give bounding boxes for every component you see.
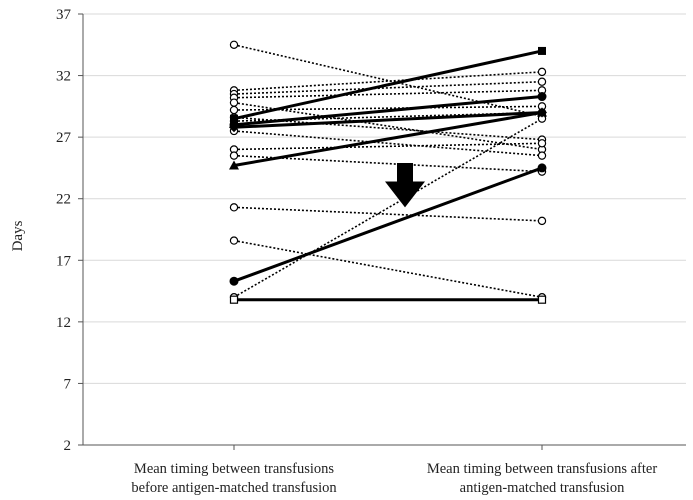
series-line-9 <box>233 142 543 151</box>
point-14-0 <box>230 114 238 123</box>
y-tick-label-7: 37 <box>56 7 72 23</box>
gridlines <box>83 13 686 384</box>
y-tick-label-3: 17 <box>56 253 72 269</box>
series-line-12 <box>233 239 543 299</box>
point-9-1 <box>537 139 547 148</box>
series-line-5 <box>233 105 543 111</box>
series-lines <box>233 44 543 302</box>
annotations <box>385 163 425 208</box>
point-12-0 <box>229 236 239 245</box>
point-1-1 <box>537 67 547 77</box>
point-16-0 <box>229 122 239 133</box>
series-line-2 <box>233 80 543 95</box>
series-line-8 <box>233 130 543 157</box>
point-0-0 <box>229 40 239 49</box>
point-19-0 <box>229 295 239 304</box>
series-line-17 <box>233 111 543 167</box>
series-line-0 <box>233 44 543 117</box>
axes <box>78 13 686 450</box>
y-tick-label-4: 22 <box>56 192 71 208</box>
series-line-16 <box>233 111 543 129</box>
y-tick-label-1: 7 <box>64 376 72 392</box>
series-line-18 <box>233 166 543 283</box>
series-line-10 <box>233 154 543 173</box>
category-labels: Mean timing between transfusions before a… <box>131 461 657 496</box>
point-4-0 <box>229 98 239 107</box>
y-tick-label-0: 2 <box>64 438 72 454</box>
x-category-label-1-0: Mean timing between transfusions after <box>427 461 657 477</box>
y-tick-label-6: 32 <box>56 69 71 85</box>
point-8-1 <box>537 151 547 160</box>
x-category-label-0-1: before antigen-matched transfusion <box>131 480 337 496</box>
series-markers <box>229 40 547 304</box>
y-tick-label-5: 27 <box>56 130 72 146</box>
series-line-15 <box>233 95 543 127</box>
series-line-6 <box>233 116 543 141</box>
point-18-0 <box>229 276 239 286</box>
series-line-13 <box>233 117 543 298</box>
series-line-3 <box>233 89 543 99</box>
point-18-1 <box>537 163 547 173</box>
point-2-1 <box>537 77 547 86</box>
y-tick-label-2: 12 <box>56 315 71 331</box>
x-category-label-1-1: antigen-matched transfusion <box>460 480 625 496</box>
point-11-1 <box>537 216 547 226</box>
series-line-1 <box>233 71 543 92</box>
point-5-0 <box>229 105 239 115</box>
point-10-0 <box>229 151 239 160</box>
point-11-0 <box>229 203 239 212</box>
x-category-label-0-0: Mean timing between transfusions <box>134 461 334 477</box>
series-line-11 <box>233 206 543 222</box>
series-line-14 <box>233 49 543 121</box>
point-17-0 <box>229 160 239 170</box>
point-14-1 <box>538 46 546 55</box>
downward-arrow <box>385 163 425 208</box>
point-15-1 <box>537 92 547 102</box>
point-17-1 <box>537 107 547 117</box>
point-19-1 <box>537 295 547 304</box>
y-axis-label: Days <box>10 220 26 251</box>
